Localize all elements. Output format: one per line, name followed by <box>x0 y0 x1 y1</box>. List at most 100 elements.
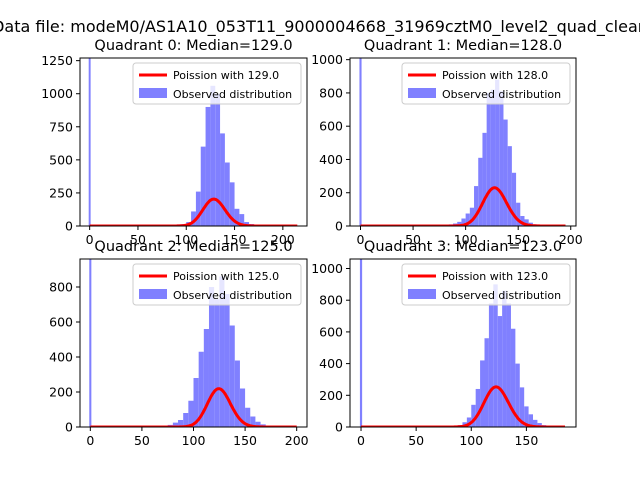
hist-bar <box>488 303 494 427</box>
y-tick-label: 600 <box>319 324 343 339</box>
hist-bar <box>229 182 235 226</box>
legend: Poission with 128.0 Observed distribution <box>401 62 571 105</box>
hist-bar <box>224 162 230 226</box>
hist-bar <box>215 93 221 226</box>
hist-bar <box>234 208 240 226</box>
y-tick-label: 500 <box>49 152 73 167</box>
x-tick-label: 0 <box>357 232 365 247</box>
y-tick-label: 0 <box>65 219 73 234</box>
hist-bar <box>471 404 476 427</box>
legend-box <box>132 62 302 105</box>
y-tick-label: 400 <box>319 152 343 167</box>
chart-panel-0: 0 50 100 150 200 0 250 500 750 1000 1250 Quadrant 0… <box>41 38 308 247</box>
legend: Poission with 123.0 Observed distribution <box>401 263 571 306</box>
y-tick-label: 250 <box>49 185 73 200</box>
y-tick-label: 800 <box>319 293 343 308</box>
legend-curve-label: Poission with 123.0 <box>442 270 548 283</box>
hist-bar <box>219 276 225 427</box>
y-tick-label: 750 <box>49 119 73 134</box>
y-tick-label: 0 <box>335 420 343 435</box>
hist-bar <box>528 414 534 427</box>
y-tick-label: 200 <box>319 388 343 403</box>
x-tick-label: 50 <box>408 433 424 448</box>
hist-bar-outlier <box>359 58 362 226</box>
chart-panel-3: 0 50 100 150 0 200 400 600 800 1000 Quadrant 3: Me… <box>311 239 577 448</box>
hist-bar <box>210 85 216 226</box>
y-tick-label: 0 <box>335 219 343 234</box>
poisson-curve <box>89 197 298 226</box>
axes-frame <box>79 57 308 227</box>
y-tick-label: 800 <box>319 85 343 100</box>
legend-hist-label: Observed distribution <box>442 289 561 302</box>
hist-bar <box>484 338 489 427</box>
hist-bar <box>537 423 542 427</box>
x-tick-label: 0 <box>86 433 94 448</box>
legend-hist-swatch <box>139 289 167 299</box>
plot-area-0 <box>88 58 298 226</box>
hist-bar <box>474 186 479 226</box>
hist-bar <box>220 133 225 226</box>
chart-panel-1: 0 50 100 150 200 0 200 400 600 800 1000 Quadrant 1:… <box>311 38 583 247</box>
x-tick-label: 100 <box>182 433 206 448</box>
x-tick-label: 150 <box>514 433 538 448</box>
legend: Poission with 125.0 Observed distribution <box>132 263 302 306</box>
x-tick-label: 150 <box>233 433 257 448</box>
hist-bar <box>495 79 500 226</box>
chart-panel-2: 0 50 100 150 200 0 200 400 600 800 Quadrant 2: Med… <box>49 239 309 448</box>
hist-bar <box>478 157 483 226</box>
hist-bar <box>520 216 525 226</box>
legend-curve-label: Poission with 129.0 <box>173 69 279 82</box>
legend-box <box>132 263 302 306</box>
legend-hist-swatch <box>408 289 436 299</box>
x-tick-label: 50 <box>405 232 421 247</box>
y-tick-label: 800 <box>49 280 73 295</box>
y-tick-label: 600 <box>319 119 343 134</box>
y-tick-label: 1000 <box>311 52 343 67</box>
x-tick-label: 200 <box>271 232 295 247</box>
hist-bar <box>490 89 496 226</box>
hist-bar-outlier <box>359 259 363 427</box>
hist-bar <box>214 299 220 427</box>
hist-bar <box>457 221 462 226</box>
hist-bar <box>203 329 209 427</box>
hist-bar <box>461 218 466 226</box>
legend-box <box>401 263 571 306</box>
hist-bar <box>245 407 251 427</box>
hist-bar <box>486 92 491 226</box>
x-tick-label: 100 <box>174 232 198 247</box>
hist-bar <box>191 211 196 226</box>
hist-bar <box>502 290 507 427</box>
hist-bar <box>244 222 250 226</box>
hist-bar <box>503 119 508 226</box>
x-tick-label: 0 <box>86 232 94 247</box>
hist-bar <box>188 400 194 427</box>
x-tick-label: 200 <box>559 232 583 247</box>
legend-curve-label: Poission with 125.0 <box>173 270 279 283</box>
figure-title: Data file: modeM0/AS1A10_053T11_90000046… <box>0 17 640 37</box>
hist-bar <box>195 191 201 226</box>
y-tick-label: 1000 <box>41 86 73 101</box>
legend: Poission with 129.0 Observed distribution <box>132 62 302 105</box>
y-tick-label: 200 <box>319 185 343 200</box>
hist-bar <box>172 422 179 427</box>
plot-area-1 <box>359 58 566 226</box>
x-tick-label: 100 <box>459 433 483 448</box>
x-tick-label: 0 <box>357 433 365 448</box>
hist-bar <box>200 146 206 226</box>
legend-hist-swatch <box>408 88 436 98</box>
hist-bar <box>198 351 204 427</box>
panel-title: Quadrant 0: Median=129.0 <box>94 38 292 54</box>
hist-bar <box>499 91 504 226</box>
hist-bar <box>224 294 230 427</box>
y-tick-label: 0 <box>65 420 73 435</box>
poisson-curve <box>360 385 566 427</box>
hist-bar <box>469 207 475 226</box>
hist-bar-outlier <box>89 259 92 427</box>
hist-bar <box>466 417 472 427</box>
x-tick-label: 100 <box>454 232 478 247</box>
x-tick-label: 50 <box>134 433 150 448</box>
hist-bar <box>229 325 235 427</box>
hist-bar <box>524 219 529 226</box>
y-tick-label: 1000 <box>311 261 343 276</box>
hist-bar <box>480 360 485 427</box>
